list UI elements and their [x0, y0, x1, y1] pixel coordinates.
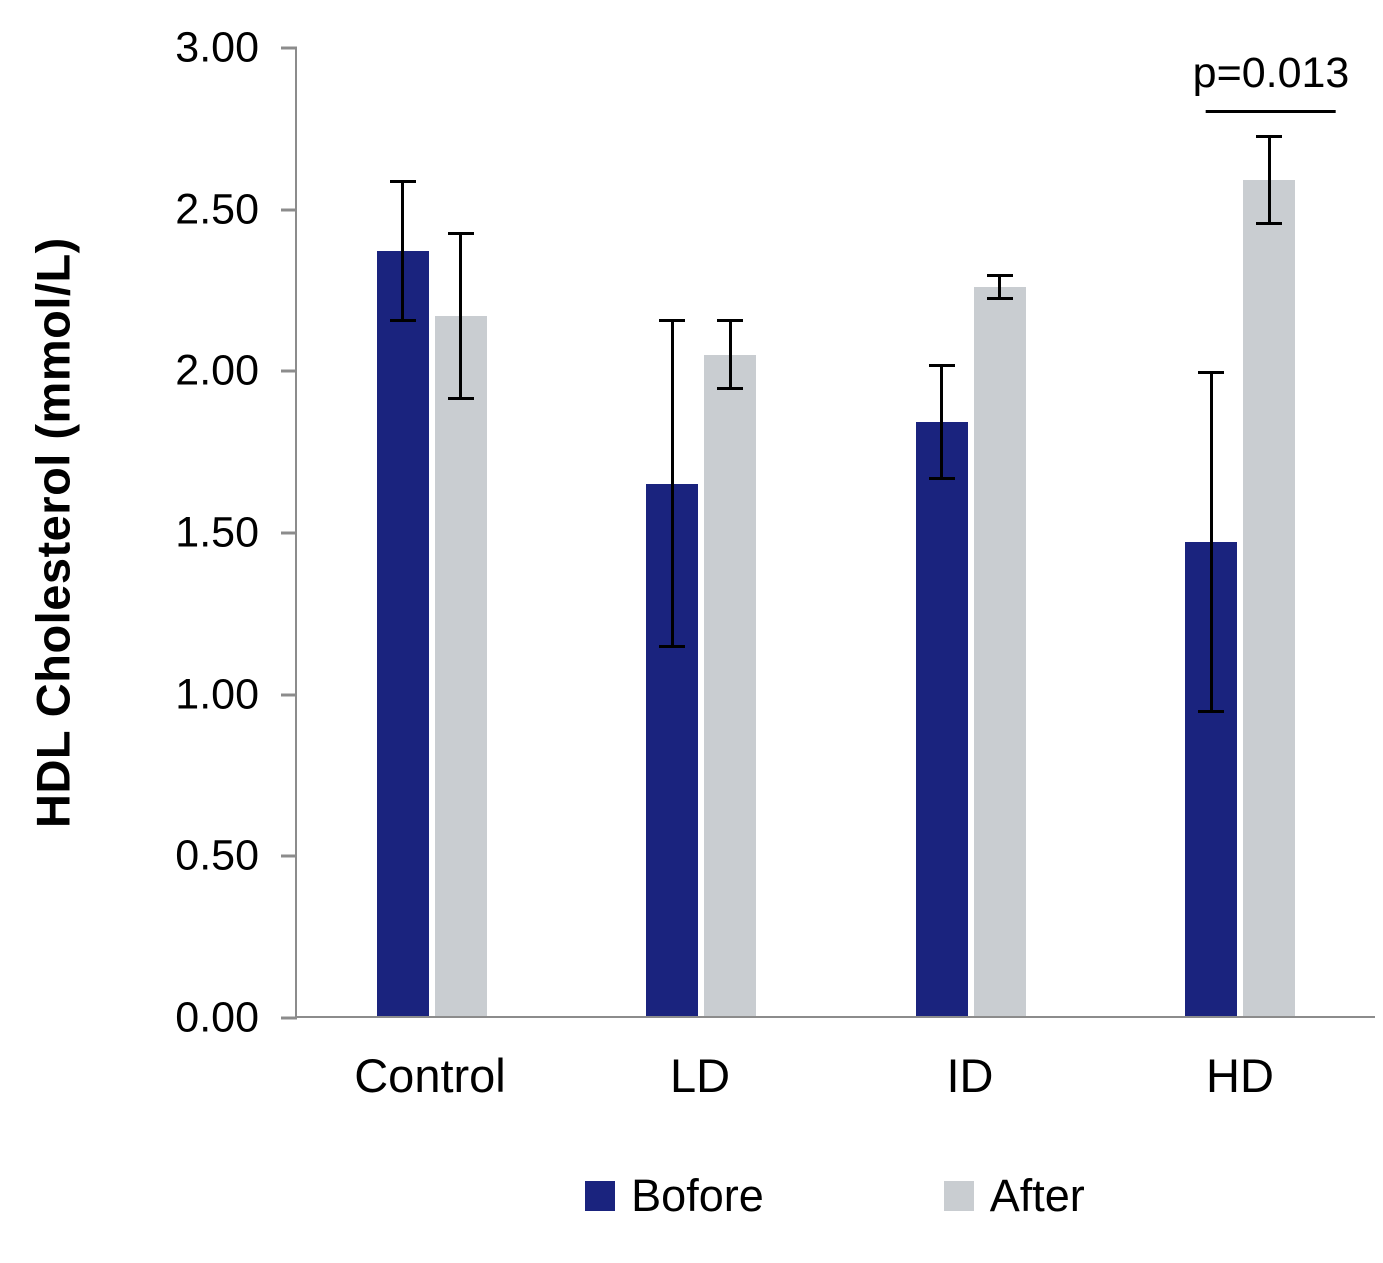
bar-after-control	[434, 315, 487, 1016]
error-bar-cap-bottom	[928, 477, 955, 481]
bar-slot	[376, 48, 429, 1016]
bar-group-ld	[567, 48, 837, 1016]
p-value-label: p=0.013	[1192, 48, 1350, 97]
error-bar	[928, 364, 955, 481]
bar-bofore-control	[376, 251, 429, 1016]
y-axis-title: HDL Cholesterol (mmol/L)	[26, 237, 80, 829]
y-tick-label: 0.00	[175, 993, 259, 1042]
y-tick-mark	[281, 531, 297, 535]
error-bar	[717, 319, 744, 391]
error-bar	[986, 273, 1013, 300]
error-bar	[1256, 135, 1283, 226]
y-tick-label: 1.00	[175, 670, 259, 719]
error-bar-cap-top	[1256, 135, 1283, 139]
bar-slot	[434, 48, 487, 1016]
legend-item-before: Bofore	[585, 1170, 764, 1222]
y-tick-mark	[281, 1016, 297, 1020]
error-bar-cap-top	[389, 180, 416, 184]
error-bar-cap-top	[447, 231, 474, 235]
error-bar-cap-bottom	[389, 319, 416, 323]
error-bar-cap-bottom	[447, 396, 474, 400]
y-tick-mark	[281, 854, 297, 858]
error-bar-cap-top	[659, 319, 686, 323]
error-bar-line	[940, 364, 944, 481]
error-bar-line	[670, 319, 674, 649]
category-label-ld: LD	[669, 1049, 731, 1102]
error-bar-line	[401, 180, 405, 323]
bar-group-hd	[1106, 48, 1376, 1016]
bar-after-ld	[704, 354, 757, 1016]
category-label-id: ID	[946, 1049, 994, 1102]
legend-swatch-after	[943, 1181, 974, 1211]
error-bar-line	[1209, 370, 1213, 713]
y-tick-mark	[281, 46, 297, 50]
y-tick-mark	[281, 369, 297, 373]
significance-annotation: p=0.013	[1192, 48, 1350, 113]
error-bar-cap-bottom	[986, 296, 1013, 300]
error-bar-cap-bottom	[659, 645, 686, 649]
bar-slot	[915, 48, 968, 1016]
bar-bofore-id	[915, 422, 968, 1016]
bar-slot	[1185, 48, 1238, 1016]
bar-group-id	[836, 48, 1106, 1016]
y-tick-label: 0.50	[175, 831, 259, 880]
bar-slot	[1243, 48, 1296, 1016]
error-bar-cap-bottom	[1198, 709, 1225, 713]
error-bar-cap-bottom	[1256, 222, 1283, 226]
y-tick-mark	[281, 208, 297, 212]
error-bar	[1198, 370, 1225, 713]
x-axis-labels: Control LD ID HD	[295, 1048, 1375, 1103]
legend-swatch-before	[585, 1181, 616, 1211]
legend-label-before: Bofore	[631, 1170, 764, 1221]
error-bar	[659, 319, 686, 649]
bar-after-hd	[1243, 180, 1296, 1016]
y-tick-label: 2.00	[175, 346, 259, 395]
bar-groups	[297, 48, 1375, 1016]
error-bar-cap-top	[1198, 370, 1225, 374]
error-bar-cap-top	[717, 319, 744, 323]
legend-label-after: After	[989, 1170, 1085, 1221]
significance-line	[1205, 109, 1336, 113]
error-bar-cap-bottom	[717, 387, 744, 391]
y-tick-mark	[281, 693, 297, 697]
y-tick-label: 3.00	[175, 23, 259, 72]
error-bar-cap-top	[986, 273, 1013, 277]
error-bar-line	[459, 231, 463, 400]
plot-area: p=0.013	[281, 46, 1375, 1020]
bar-after-id	[973, 286, 1026, 1016]
bar-group-control	[297, 48, 567, 1016]
error-bar	[389, 180, 416, 323]
y-tick-label: 2.50	[175, 185, 259, 234]
error-bar-line	[1267, 135, 1271, 226]
category-label-control: Control	[354, 1049, 506, 1102]
bar-slot	[646, 48, 699, 1016]
chart-area: p=0.013 0.00 0.50 1.00 1.50 2.00 2.50 3.00	[175, 24, 1375, 1042]
legend: Bofore After	[295, 1170, 1375, 1222]
bar-slot	[704, 48, 757, 1016]
legend-item-after: After	[943, 1170, 1085, 1222]
bar-slot	[973, 48, 1026, 1016]
category-label-hd: HD	[1206, 1049, 1274, 1102]
error-bar-cap-top	[928, 364, 955, 368]
error-bar	[447, 231, 474, 400]
y-tick-label: 1.50	[175, 508, 259, 557]
error-bar-line	[728, 319, 732, 391]
error-bar-line	[998, 273, 1002, 300]
